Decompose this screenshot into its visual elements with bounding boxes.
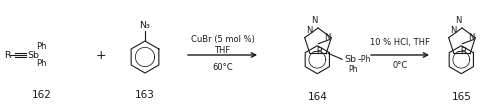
Text: 165: 165 — [452, 92, 472, 102]
Text: 0°C: 0°C — [392, 60, 407, 70]
Text: CuBr (5 mol %): CuBr (5 mol %) — [190, 34, 254, 44]
Text: +: + — [96, 48, 106, 62]
Text: N₃: N₃ — [140, 21, 150, 30]
Text: Sb: Sb — [344, 55, 356, 64]
Text: 164: 164 — [308, 92, 328, 102]
Text: –R: –R — [457, 47, 468, 56]
Text: N: N — [324, 33, 330, 42]
Text: THF: THF — [214, 45, 230, 54]
Text: Sb: Sb — [27, 51, 39, 59]
Text: Ph: Ph — [36, 59, 46, 68]
Text: Ph: Ph — [348, 65, 358, 74]
Text: N: N — [450, 26, 456, 35]
Text: 163: 163 — [135, 90, 155, 100]
Text: 162: 162 — [32, 90, 52, 100]
Text: –R: –R — [313, 47, 324, 56]
Text: 10 % HCl, THF: 10 % HCl, THF — [370, 37, 430, 47]
Text: N: N — [312, 16, 318, 25]
Text: R: R — [4, 51, 10, 59]
Text: N: N — [468, 33, 474, 42]
Text: N: N — [456, 16, 462, 25]
Text: 60°C: 60°C — [212, 62, 233, 71]
Text: –Ph: –Ph — [357, 55, 370, 64]
Text: Ph: Ph — [36, 42, 46, 51]
Text: N: N — [306, 26, 312, 35]
